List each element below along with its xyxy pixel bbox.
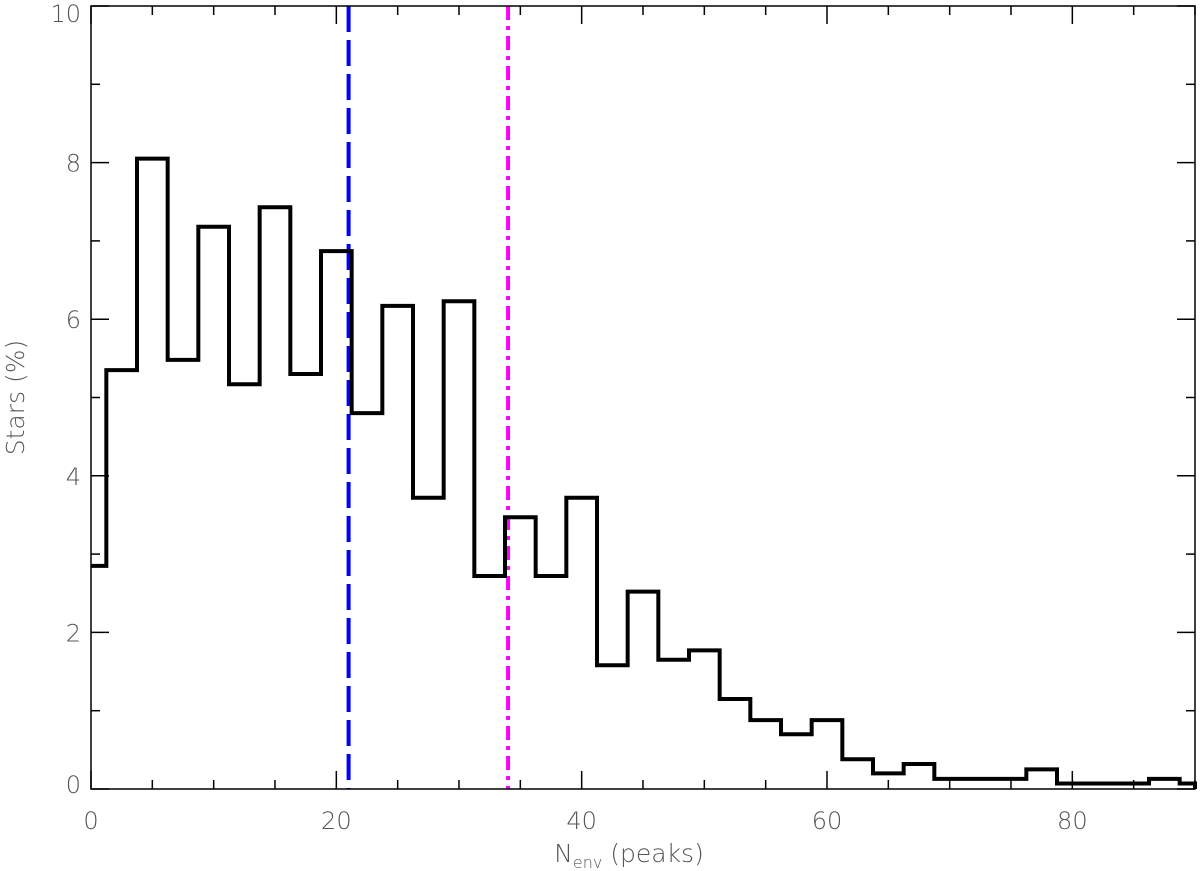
y-tick-label: 4 [66, 463, 81, 491]
x-axis-label-suffix: (peaks) [602, 839, 704, 868]
plot-frame [90, 5, 1196, 790]
y-tick-label: 2 [66, 619, 81, 647]
x-axis-label-subscript: env [573, 853, 602, 871]
y-tick-label: 10 [50, 0, 81, 28]
histogram-outline [91, 156, 1197, 789]
tick-labels: 0 20 40 60 80 0 2 4 6 8 10 [50, 0, 1087, 835]
x-tick-label: 20 [321, 807, 352, 835]
x-tick-label: 0 [83, 807, 98, 835]
axis-ticks [90, 5, 1196, 790]
x-axis-label: Nenv (peaks) [554, 839, 704, 871]
x-tick-label: 60 [812, 807, 843, 835]
reference-lines [346, 6, 511, 789]
x-axis-label-main: N [554, 839, 573, 868]
x-tick-label: 40 [566, 807, 597, 835]
y-tick-label: 6 [66, 306, 81, 334]
y-axis-label: Stars (%) [1, 340, 30, 456]
y-tick-label: 8 [66, 150, 81, 178]
y-tick-label: 0 [66, 771, 81, 799]
x-tick-label: 80 [1057, 807, 1088, 835]
